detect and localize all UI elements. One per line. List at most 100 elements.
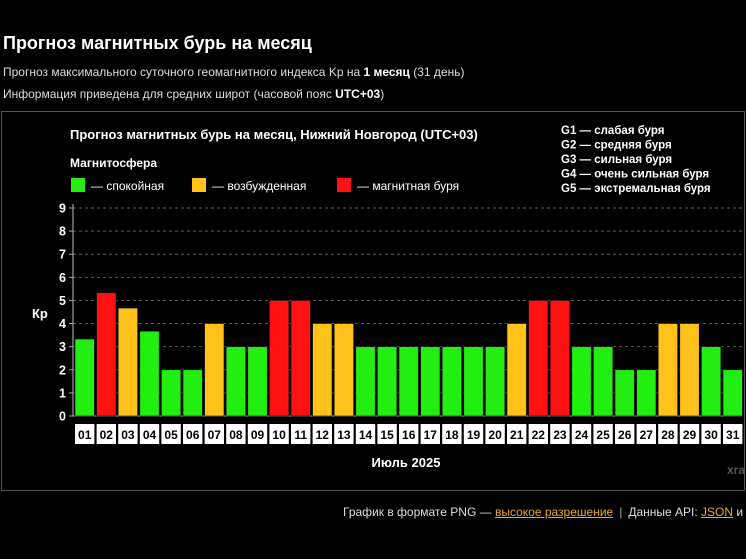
api-label: Данные API: — [628, 505, 702, 519]
note-tail: ) — [380, 87, 385, 101]
day-label-box — [139, 424, 160, 444]
x-tick-label: 12 — [316, 428, 330, 442]
y-tick-label: 8 — [59, 225, 66, 239]
kp-bar — [593, 346, 614, 417]
kp-bar — [657, 323, 678, 417]
kp-bar — [96, 292, 117, 417]
day-label-box — [485, 424, 505, 444]
x-tick-label: 21 — [510, 428, 524, 442]
kp-bar — [420, 346, 441, 417]
desc-days: (31 день) — [409, 65, 465, 79]
kp-bar — [139, 330, 160, 417]
x-tick-label: 03 — [121, 428, 135, 442]
chart-title: Прогноз магнитных бурь на месяц, Нижний … — [70, 127, 478, 142]
day-label-box — [528, 424, 548, 444]
kp-bar — [117, 307, 138, 417]
day-label-box — [658, 424, 678, 444]
kp-bar — [441, 346, 462, 417]
day-label-box — [312, 424, 332, 444]
y-tick-label: 5 — [59, 294, 66, 308]
day-label-box — [161, 424, 181, 444]
day-label-box — [183, 424, 203, 444]
x-tick-label: 26 — [618, 428, 632, 442]
day-label-box — [701, 424, 721, 444]
kp-bar — [679, 323, 700, 417]
x-tick-label: 07 — [208, 428, 222, 442]
day-label-box — [442, 424, 462, 444]
legend-swatch — [192, 178, 206, 192]
x-tick-label: 25 — [596, 428, 610, 442]
g-scale-item: G5 — экстремальная буря — [561, 183, 711, 195]
kp-bar — [636, 369, 657, 417]
y-tick-label: 6 — [59, 271, 66, 285]
kp-bar — [247, 346, 268, 417]
day-label-box — [269, 424, 289, 444]
day-label-box — [571, 424, 592, 444]
kp-bar — [225, 346, 246, 417]
day-label-box — [679, 424, 700, 444]
x-tick-label: 28 — [661, 428, 675, 442]
g-scale-item: G2 — средняя буря — [561, 140, 672, 152]
x-tick-label: 05 — [164, 428, 178, 442]
x-tick-label: 13 — [337, 428, 351, 442]
page-title: Прогноз магнитных бурь на месяц — [3, 33, 312, 53]
desc-period: 1 месяц — [363, 65, 410, 79]
y-axis-label: Кр — [32, 306, 48, 321]
x-tick-label: 10 — [272, 428, 286, 442]
x-tick-label: 27 — [640, 428, 654, 442]
day-label-box — [636, 424, 656, 444]
footer-separator: | — [619, 505, 623, 519]
forecast-description: Прогноз максимального суточного геомагни… — [3, 65, 464, 79]
y-tick-label: 0 — [59, 410, 66, 424]
kp-bar — [355, 346, 376, 417]
kp-bar — [182, 369, 203, 417]
day-label-box — [615, 424, 635, 444]
x-tick-label: 16 — [402, 428, 416, 442]
x-tick-label: 18 — [445, 428, 459, 442]
json-link[interactable]: JSON — [701, 505, 734, 519]
day-label-box — [399, 424, 419, 444]
legend-swatch — [337, 178, 351, 192]
kp-bar — [74, 338, 95, 417]
day-label-box — [507, 424, 527, 444]
day-label-box — [355, 424, 376, 444]
y-tick-label: 9 — [59, 202, 66, 216]
kp-bar — [506, 323, 527, 417]
x-tick-label: 31 — [726, 428, 740, 442]
high-resolution-link[interactable]: высокое разрешение — [494, 505, 614, 519]
latitude-note: Информация приведена для средних широт (… — [3, 87, 384, 101]
day-label-box — [377, 424, 397, 444]
y-tick-label: 1 — [59, 386, 66, 400]
legend-label: — спокойная — [91, 179, 164, 193]
g-scale-item: G1 — слабая буря — [561, 125, 665, 137]
x-tick-label: 02 — [100, 428, 114, 442]
x-tick-label: 29 — [683, 428, 697, 442]
kp-bar — [549, 300, 570, 417]
kp-bar — [398, 346, 419, 417]
kp-bar — [701, 346, 722, 417]
kp-bar — [161, 369, 182, 417]
kp-bar — [377, 346, 398, 417]
day-label-box — [593, 424, 613, 444]
x-tick-label: 06 — [186, 428, 200, 442]
watermark: xras — [727, 463, 745, 477]
day-label-box — [226, 424, 246, 444]
day-label-box — [420, 424, 440, 444]
g-scale-item: G4 — очень сильная буря — [561, 169, 709, 181]
y-tick-label: 4 — [59, 317, 66, 331]
kp-bar — [571, 346, 592, 417]
day-label-box — [463, 424, 484, 444]
desc-text: Прогноз максимального суточного геомагни… — [3, 65, 364, 79]
kp-bar — [333, 323, 354, 417]
kp-bar — [528, 300, 549, 417]
kp-bar — [722, 369, 743, 417]
x-tick-label: 30 — [704, 428, 718, 442]
day-label-box — [247, 424, 268, 444]
legend-label: — возбужденная — [212, 179, 306, 193]
day-label-box — [334, 424, 354, 444]
kp-bar — [290, 300, 311, 417]
day-label-box — [75, 424, 95, 444]
y-tick-label: 3 — [59, 340, 66, 354]
x-tick-label: 23 — [553, 428, 567, 442]
kp-bar — [204, 323, 225, 417]
